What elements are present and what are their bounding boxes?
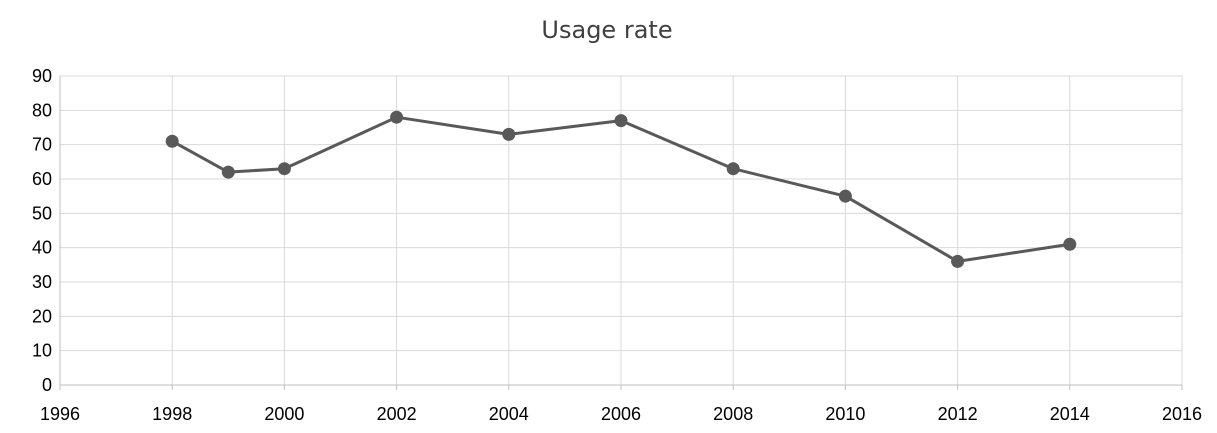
grid — [60, 75, 1183, 385]
x-tick-label: 2016 — [1162, 404, 1202, 424]
x-tick-label: 1998 — [152, 404, 192, 424]
data-point — [277, 162, 291, 176]
x-tick-label: 2012 — [938, 404, 978, 424]
data-point — [726, 162, 740, 176]
data-point — [1063, 237, 1077, 251]
data-point — [838, 189, 852, 203]
x-tick-label: 2010 — [825, 404, 865, 424]
y-tick-label: 40 — [32, 238, 52, 258]
y-tick-label: 70 — [32, 135, 52, 155]
y-tick-label: 80 — [32, 100, 52, 120]
y-tick-label: 20 — [32, 306, 52, 326]
x-tick-label: 2002 — [377, 404, 417, 424]
data-point — [221, 165, 235, 179]
x-tick-label: 1996 — [40, 404, 80, 424]
series-layer — [165, 110, 1077, 268]
x-tick-label: 2006 — [601, 404, 641, 424]
data-point — [165, 134, 179, 148]
data-point — [614, 114, 628, 128]
data-point — [502, 127, 516, 141]
x-tick-label: 2000 — [264, 404, 304, 424]
data-point — [951, 254, 965, 268]
y-tick-label: 60 — [32, 169, 52, 189]
y-tick-label: 50 — [32, 203, 52, 223]
y-tick-label: 0 — [42, 375, 52, 395]
x-tick-label: 2008 — [713, 404, 753, 424]
x-tick-label: 2014 — [1050, 404, 1090, 424]
tick-labels: 0 10 20 30 40 50 60 70 80 90 1996 1998 2000 2002 2004 2… — [32, 66, 1202, 424]
x-tick-label: 2004 — [489, 404, 529, 424]
y-tick-label: 30 — [32, 272, 52, 292]
data-point — [390, 110, 404, 124]
y-tick-label: 90 — [32, 66, 52, 86]
axes — [59, 76, 1183, 390]
chart-title: Usage rate — [541, 16, 672, 44]
y-tick-label: 10 — [32, 341, 52, 361]
series-line — [171, 115, 1071, 263]
